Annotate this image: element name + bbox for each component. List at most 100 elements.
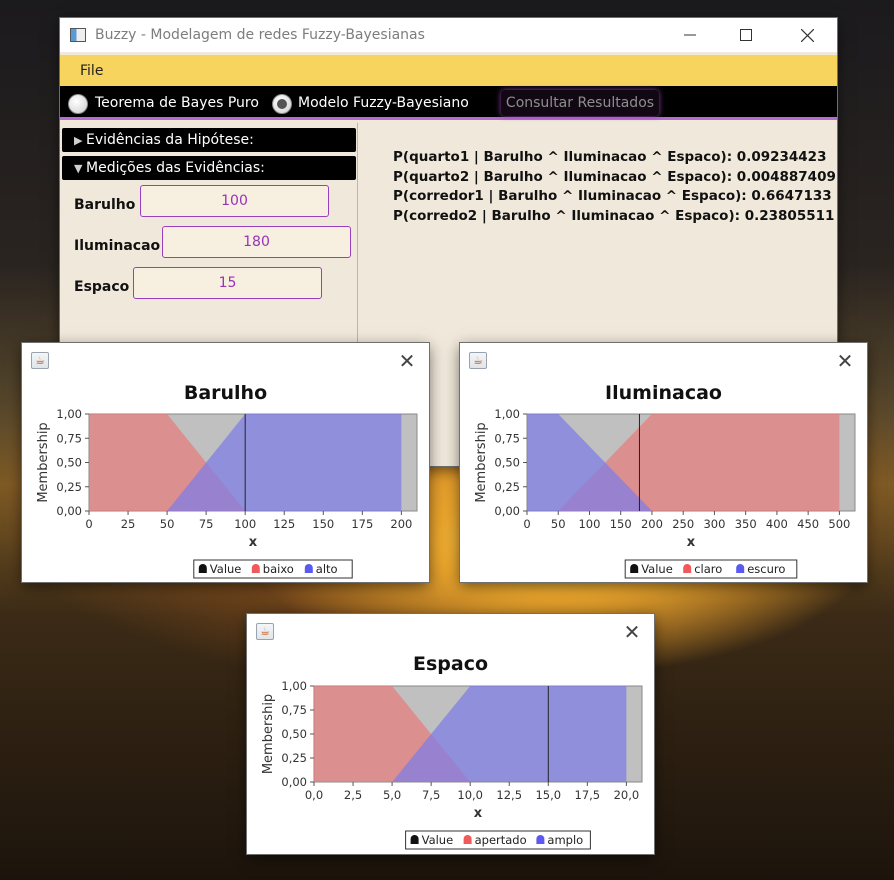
window-title: Buzzy - Modelagem de redes Fuzzy-Bayesia… (95, 27, 425, 43)
y-tick-label: 0,75 (281, 703, 307, 717)
espaco-label: Espaco (74, 279, 129, 295)
radio-fuzzy-bayesiano-label[interactable]: Modelo Fuzzy-Bayesiano (298, 95, 469, 111)
chart-close-button[interactable]: ✕ (394, 348, 420, 374)
radio-bayes-puro[interactable] (68, 94, 88, 114)
x-tick-label: 17,5 (575, 788, 601, 802)
legend-marker (464, 835, 472, 844)
legend-label: baixo (263, 562, 294, 576)
minimize-button[interactable] (667, 18, 713, 52)
legend-box (625, 560, 797, 578)
x-tick-label: 250 (672, 517, 694, 531)
legend-label: amplo (547, 833, 583, 847)
maximize-button[interactable] (723, 18, 769, 52)
menu-bar: File (60, 55, 837, 86)
chart-window-barulho: ☕ ✕ Barulho 0,00 0,25 0,50 0,75 1,00 0 25 50 75 1… (22, 343, 429, 582)
close-button[interactable] (784, 18, 830, 52)
result-line: P(corredor1 | Barulho ^ Iluminacao ^ Esp… (393, 187, 836, 207)
y-tick-label: 0,50 (494, 456, 520, 470)
legend-label: alto (316, 562, 338, 576)
legend-box (194, 560, 352, 578)
chart-window-iluminacao: ☕ ✕ Iluminacao 0,00 0,25 0,50 0,75 1,00 0 50 10… (460, 343, 867, 582)
iluminacao-input[interactable]: 180 (162, 226, 351, 258)
plot-area (314, 686, 642, 782)
y-tick-label: 0,25 (281, 751, 307, 765)
series-area-escuro (527, 414, 652, 511)
x-tick-label: 100 (578, 517, 600, 531)
x-tick-label: 2,5 (344, 788, 362, 802)
accordion-measurements[interactable]: ▼ Medições das Evidências: (62, 156, 356, 180)
minimize-icon (684, 29, 696, 41)
y-tick-label: 0,50 (56, 456, 82, 470)
legend-label: Value (422, 833, 454, 847)
java-icon: ☕ (256, 623, 274, 640)
x-tick-label: 500 (828, 517, 850, 531)
y-tick-label: 0,75 (56, 431, 82, 445)
consultar-resultados-button[interactable]: Consultar Resultados (501, 90, 659, 116)
app-icon (70, 28, 86, 42)
x-tick-label: 20,0 (614, 788, 640, 802)
y-axis-label: Membership (36, 422, 51, 502)
y-tick-label: 1,00 (494, 407, 520, 421)
x-tick-label: 300 (703, 517, 725, 531)
main-titlebar[interactable]: Buzzy - Modelagem de redes Fuzzy-Bayesia… (60, 18, 837, 52)
x-tick-label: 50 (551, 517, 566, 531)
triangle-right-icon: ▶ (74, 129, 86, 153)
legend-marker (411, 835, 419, 844)
x-tick-label: 25 (121, 517, 136, 531)
maximize-icon (740, 29, 752, 41)
series-area-alto (167, 414, 401, 511)
x-tick-label: 5,0 (383, 788, 401, 802)
close-icon: ✕ (624, 620, 641, 644)
x-tick-label: 450 (797, 517, 819, 531)
chart-close-button[interactable]: ✕ (619, 619, 645, 645)
x-tick-label: 175 (351, 517, 373, 531)
chart-window-espaco: ☕ ✕ Espaco 0,00 0,25 0,50 0,75 1,00 0,0 2,5 5,0… (247, 614, 654, 854)
x-tick-label: 0 (523, 517, 530, 531)
menu-file[interactable]: File (80, 63, 103, 79)
y-tick-label: 0,00 (56, 504, 82, 518)
x-tick-label: 0 (85, 517, 92, 531)
triangle-down-icon: ▼ (74, 157, 86, 181)
accordion-hypothesis[interactable]: ▶ Evidências da Hipótese: (62, 128, 356, 152)
iluminacao-label: Iluminacao (74, 238, 160, 254)
legend-marker (630, 564, 638, 573)
y-tick-label: 0,75 (494, 431, 520, 445)
chart-title: Barulho (22, 382, 429, 404)
java-icon: ☕ (469, 352, 487, 369)
x-tick-label: 15,0 (535, 788, 561, 802)
y-tick-label: 0,25 (494, 480, 520, 494)
x-axis-label: x (474, 806, 483, 821)
x-tick-label: 12,5 (496, 788, 522, 802)
x-axis-label: x (687, 535, 696, 550)
series-area-baixo (89, 414, 245, 511)
close-icon (801, 29, 814, 42)
legend-marker (683, 564, 691, 573)
java-icon: ☕ (31, 352, 49, 369)
legend-label: Value (210, 562, 242, 576)
x-tick-label: 400 (766, 517, 788, 531)
y-tick-label: 1,00 (56, 407, 82, 421)
results-panel: P(quarto1 | Barulho ^ Iluminacao ^ Espac… (393, 148, 836, 226)
y-tick-label: 0,00 (281, 775, 307, 789)
radio-fuzzy-bayesiano[interactable] (272, 94, 292, 114)
radio-bayes-puro-label[interactable]: Teorema de Bayes Puro (95, 95, 259, 111)
accordion-measurements-label: Medições das Evidências: (86, 160, 265, 176)
series-area-claro (558, 414, 839, 511)
y-tick-label: 1,00 (281, 679, 307, 693)
chart-close-button[interactable]: ✕ (832, 348, 858, 374)
x-tick-label: 150 (610, 517, 632, 531)
close-icon: ✕ (399, 349, 416, 373)
espaco-input[interactable]: 15 (133, 267, 322, 299)
series-area-apertado (314, 686, 470, 782)
y-tick-label: 0,50 (281, 727, 307, 741)
x-tick-label: 125 (273, 517, 295, 531)
barulho-input[interactable]: 100 (140, 185, 329, 217)
legend-label: Value (641, 562, 673, 576)
legend-label: claro (694, 562, 722, 576)
result-line: P(quarto1 | Barulho ^ Iluminacao ^ Espac… (393, 148, 836, 168)
mode-toolbar: Teorema de Bayes Puro Modelo Fuzzy-Bayes… (60, 86, 837, 120)
legend-label: apertado (475, 833, 527, 847)
x-tick-label: 350 (735, 517, 757, 531)
accordion-hypothesis-label: Evidências da Hipótese: (86, 132, 254, 148)
legend-marker (536, 835, 544, 844)
